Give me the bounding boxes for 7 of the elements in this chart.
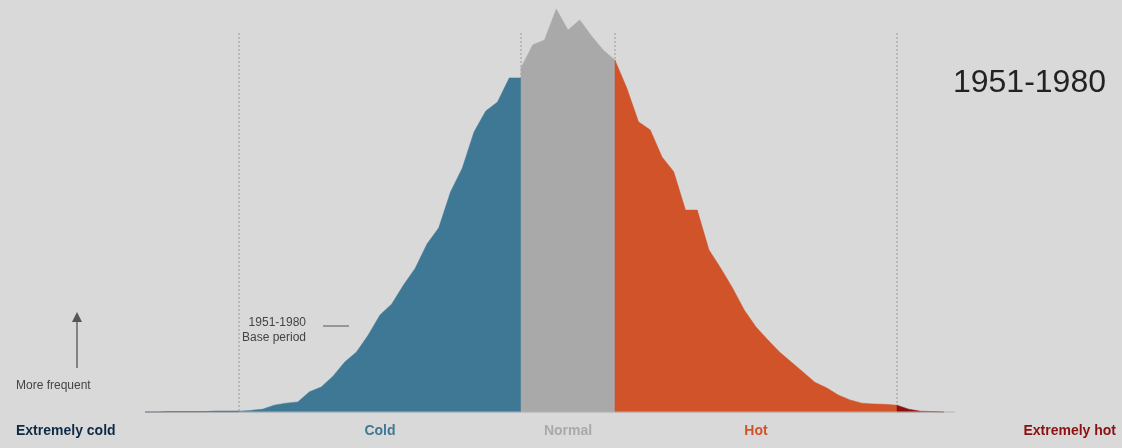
text: Extremely hot <box>1023 422 1117 438</box>
text: 1951-1980 <box>952 63 1106 99</box>
series-label: Hot <box>744 422 768 438</box>
annotation: 1951-1980 Base period <box>241 315 307 344</box>
text: Extremely cold <box>16 422 116 438</box>
text: More frequent <box>16 378 92 392</box>
series-label: Cold <box>364 422 396 438</box>
